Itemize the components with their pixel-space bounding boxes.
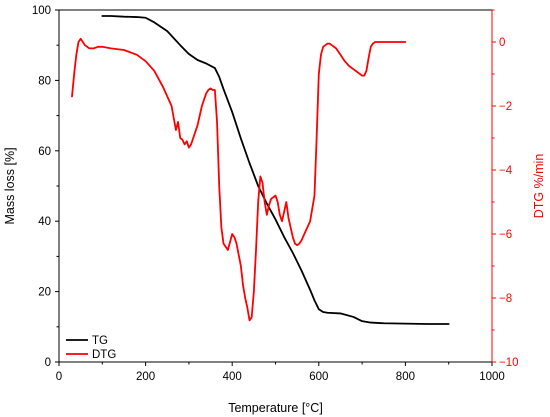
x-tick-label: 800 xyxy=(396,371,415,383)
y-right-tick-label: −6 xyxy=(499,229,512,241)
y-left-tick-label: 60 xyxy=(38,146,51,158)
y-right-tick-label: −2 xyxy=(499,101,512,113)
x-tick-label: 600 xyxy=(309,371,328,383)
y-axis-left-label: Mass loss [%] xyxy=(3,147,17,224)
dtg-series-line xyxy=(71,37,407,322)
y-right-tick-label: −4 xyxy=(499,165,513,177)
dtg-series-layer xyxy=(71,37,407,322)
y-left-tick-label: 80 xyxy=(38,75,51,87)
y-right-tick-label: −10 xyxy=(499,357,519,369)
y-left-tick-label: 40 xyxy=(38,216,51,228)
x-tick-label: 400 xyxy=(223,371,242,383)
axes-layer xyxy=(58,9,493,363)
y-right-tick-label: −8 xyxy=(499,293,512,305)
y-left-tick-label: 20 xyxy=(38,287,51,299)
x-axis-label: Temperature [°C] xyxy=(228,401,323,415)
y-axis-right-label: DTG %/min xyxy=(532,154,546,219)
tg-series-layer xyxy=(101,15,450,325)
x-tick-label: 1000 xyxy=(479,371,505,383)
legend: TG DTG xyxy=(66,335,116,361)
legend-tg-label: TG xyxy=(92,335,108,347)
y-left-tick-label: 0 xyxy=(45,357,51,369)
y-left-tick-label: 100 xyxy=(32,5,51,17)
tg-series-line xyxy=(101,15,450,325)
x-tick-label: 0 xyxy=(56,371,62,383)
ticks-layer: 0 200 400 600 800 1000 0 20 40 60 80 100 −10 −8 −6 −4 −2… xyxy=(32,5,519,383)
legend-dtg-label: DTG xyxy=(92,349,116,361)
y-right-tick-label: 0 xyxy=(499,37,505,49)
x-tick-label: 200 xyxy=(136,371,155,383)
